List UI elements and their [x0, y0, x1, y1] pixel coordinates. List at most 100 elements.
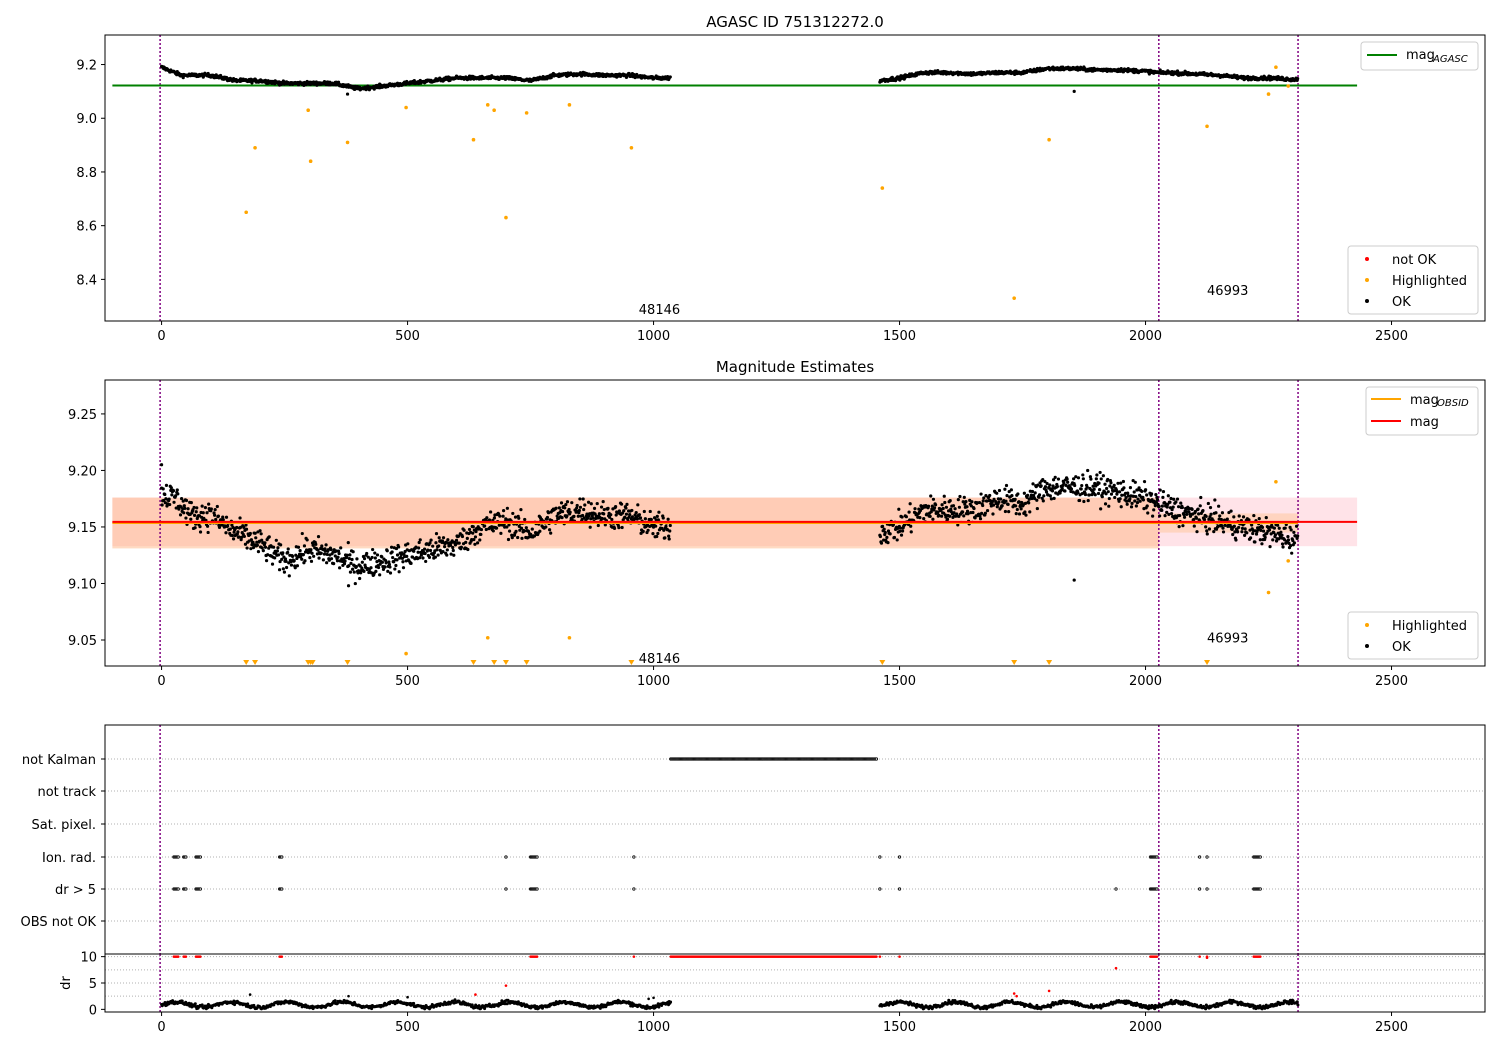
ok-point [290, 554, 295, 558]
highlighted-point [485, 103, 490, 107]
ok-point [394, 563, 398, 568]
ok-point [1109, 492, 1114, 496]
highlighted-point [1266, 92, 1271, 96]
ok-point [559, 501, 564, 505]
legend-marker [1365, 299, 1369, 303]
ok-point [401, 560, 405, 564]
flag-marker [176, 855, 180, 859]
ok-point [1212, 530, 1216, 534]
ok-point [1101, 474, 1105, 478]
ok-point [1120, 493, 1124, 497]
ok-point [1261, 529, 1266, 533]
flag-marker [1205, 887, 1209, 891]
ok-point [314, 542, 318, 546]
ok-point [1107, 504, 1111, 508]
ok-point [963, 502, 967, 506]
ok-point [1175, 497, 1180, 501]
ok-point [620, 525, 624, 530]
ok-point [630, 508, 634, 513]
ok-point [478, 538, 482, 542]
ok-point [465, 536, 469, 540]
ok-point [590, 514, 594, 518]
ok-point [446, 538, 450, 542]
ok-point [578, 505, 583, 509]
ok-point [964, 500, 968, 504]
highlighted-point [524, 111, 529, 115]
ok-point [586, 500, 591, 504]
ok-point [879, 541, 884, 545]
ok-point [516, 535, 520, 540]
ok-point [457, 534, 461, 538]
ok-point [283, 557, 288, 561]
ok-point [517, 516, 521, 520]
ok-point [641, 529, 645, 533]
ok-point [1260, 525, 1265, 530]
ok-point [882, 527, 886, 531]
ok-point [909, 524, 913, 528]
ok-point [494, 526, 499, 530]
y-tick-label: 9.10 [68, 577, 97, 592]
ok-point [900, 529, 905, 533]
ok-point [200, 504, 204, 508]
ok-point [1219, 517, 1223, 522]
ok-point [958, 494, 962, 499]
flag-label: not track [37, 785, 96, 800]
ok-point [1030, 489, 1035, 494]
ok-point [1109, 481, 1113, 485]
ok-point [351, 567, 355, 571]
ok-point [957, 505, 962, 509]
ok-point [1004, 483, 1009, 488]
ok-point [317, 556, 321, 560]
y-tick-label: 9.20 [68, 464, 97, 479]
below-range-marker [1204, 660, 1211, 665]
legend-label: Highlighted [1392, 274, 1467, 289]
below-range-marker [1046, 660, 1053, 665]
ok-point [1039, 484, 1043, 488]
ok-point [253, 531, 257, 535]
ok-point [438, 548, 442, 552]
ok-point [224, 531, 228, 535]
ok-point [514, 529, 518, 534]
ok-point [300, 557, 304, 561]
ok-point [1280, 533, 1284, 537]
flag-label: Ion. rad. [42, 851, 96, 866]
ok-point [1024, 513, 1028, 517]
ok-point [201, 511, 205, 515]
ok-point [321, 558, 325, 562]
ok-point [485, 516, 489, 520]
ok-point [628, 513, 632, 517]
ok-point [978, 514, 982, 518]
ok-point [1247, 518, 1251, 522]
ok-point [1209, 512, 1213, 516]
ok-point [899, 533, 904, 537]
ok-point [272, 545, 276, 549]
ok-point [1205, 529, 1209, 533]
x-tick-label: 2000 [1129, 674, 1162, 689]
ok-point [1288, 525, 1292, 529]
ok-point [1074, 475, 1078, 479]
ok-point [428, 541, 432, 545]
ok-point [175, 488, 179, 492]
ok-point [1218, 514, 1222, 518]
flag-marker [280, 887, 284, 891]
ok-point [908, 502, 912, 506]
ok-point [1197, 512, 1201, 516]
ok-point [427, 555, 432, 559]
ok-point [369, 566, 373, 570]
ok-point [1009, 488, 1013, 492]
ok-point [962, 514, 966, 518]
ok-point [511, 511, 515, 516]
ok-point [1157, 504, 1161, 509]
ok-point [303, 559, 307, 563]
legend-points [1347, 245, 1479, 315]
ok-point [1160, 508, 1164, 513]
ok-point [634, 511, 638, 515]
ok-point [1276, 523, 1280, 527]
ok-point [489, 510, 493, 514]
ok-point [929, 510, 933, 514]
ok-point [168, 502, 172, 507]
ok-point [206, 530, 210, 535]
ok-point [441, 550, 445, 554]
ok-point [931, 517, 935, 521]
ok-point [178, 513, 183, 517]
